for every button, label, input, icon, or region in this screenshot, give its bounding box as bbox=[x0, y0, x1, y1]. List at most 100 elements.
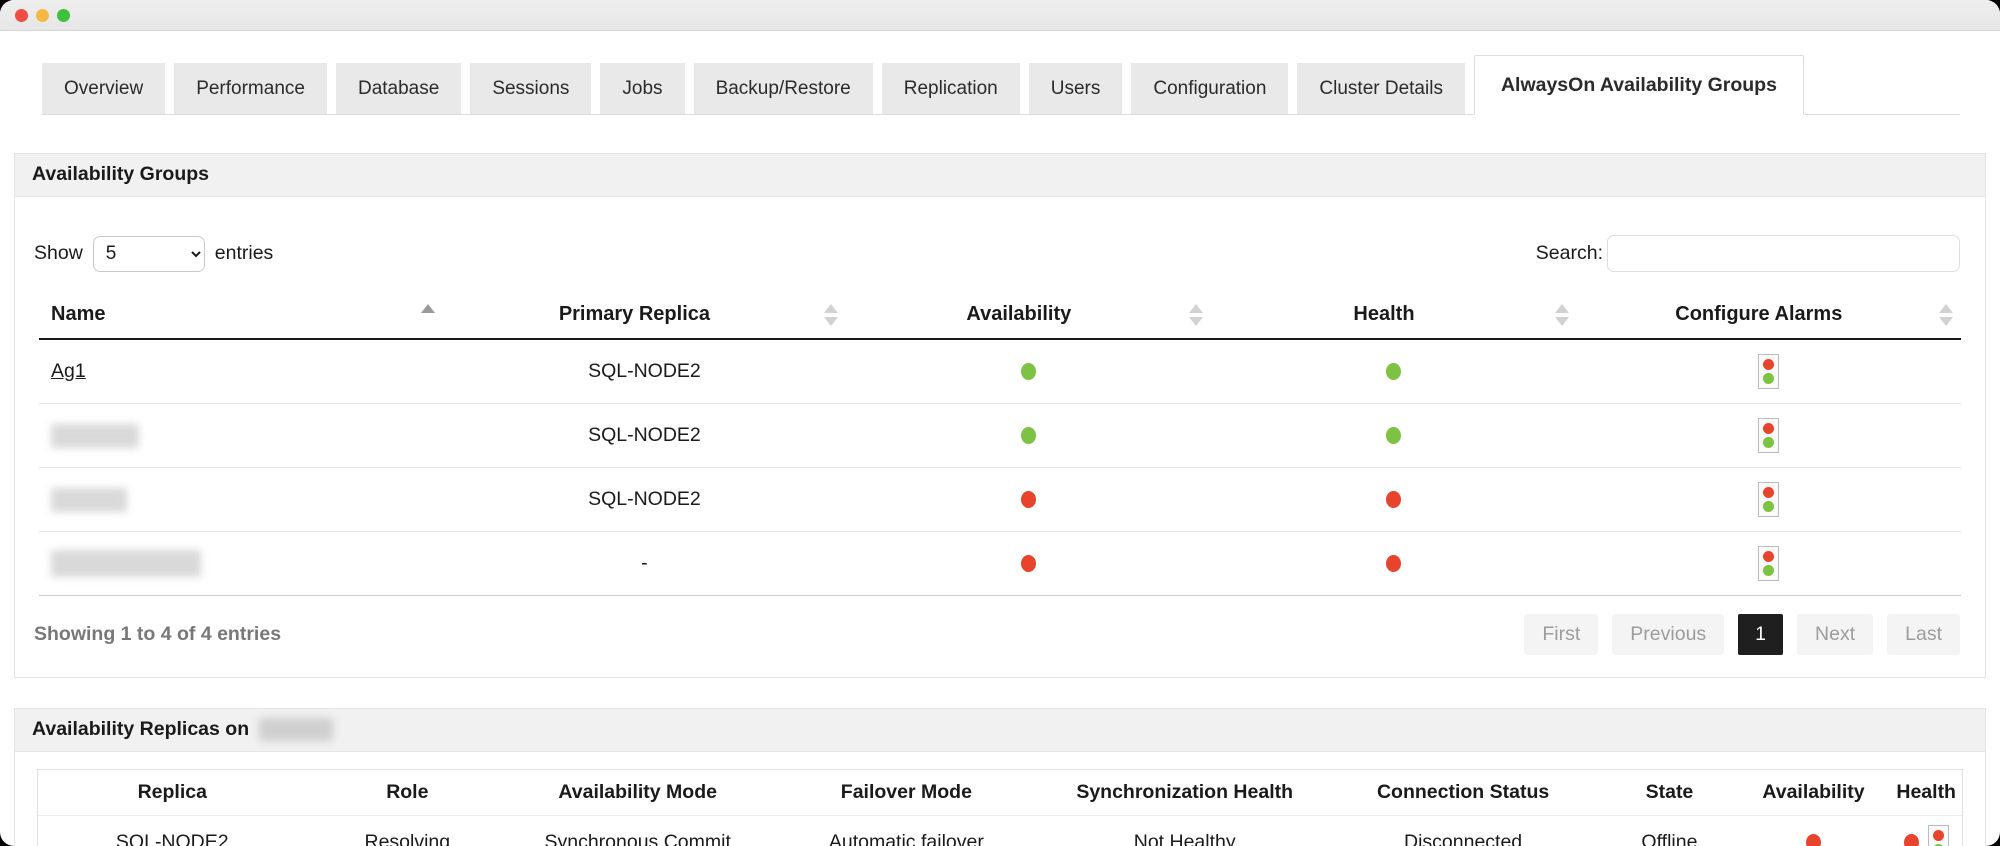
availability-replicas-panel: Availability Replicas on Replica Role Av… bbox=[14, 708, 1986, 846]
availability-status-dot bbox=[1021, 555, 1037, 573]
health-status-dot bbox=[1386, 491, 1402, 509]
pagination-next-button[interactable]: Next bbox=[1797, 614, 1874, 655]
column-header-name[interactable]: Name bbox=[39, 292, 443, 340]
primary-replica-cell: SQL-NODE2 bbox=[588, 360, 701, 382]
table-row: - bbox=[39, 531, 1961, 596]
window-titlebar bbox=[0, 0, 2000, 31]
column-header-failover-mode: Failover Mode bbox=[767, 770, 1046, 816]
column-header-health: Health bbox=[1890, 770, 1962, 816]
connection-status-cell: Disconnected bbox=[1404, 831, 1523, 846]
availability-status-dot bbox=[1021, 491, 1037, 509]
tab-cluster-details[interactable]: Cluster Details bbox=[1297, 63, 1465, 114]
search-label: Search: bbox=[1535, 242, 1603, 264]
column-header-availability: Availability bbox=[1736, 770, 1891, 816]
tab-configuration[interactable]: Configuration bbox=[1131, 63, 1289, 114]
column-header-role: Role bbox=[306, 770, 509, 816]
failover-mode-cell: Automatic failover bbox=[828, 831, 984, 846]
tab-backup-restore[interactable]: Backup/Restore bbox=[693, 63, 873, 114]
tab-overview[interactable]: Overview bbox=[42, 63, 166, 114]
health-status-dot bbox=[1386, 427, 1402, 445]
column-header-connection-status: Connection Status bbox=[1323, 770, 1603, 816]
table-row: Ag1 SQL-NODE2 bbox=[39, 339, 1961, 404]
column-header-state: State bbox=[1602, 770, 1737, 816]
pagination-first-button[interactable]: First bbox=[1524, 614, 1599, 655]
availability-replicas-title: Availability Replicas on bbox=[32, 718, 250, 740]
role-cell: Resolving bbox=[364, 831, 451, 846]
configure-alarms-icon[interactable] bbox=[1758, 418, 1780, 453]
search-input[interactable] bbox=[1607, 235, 1960, 272]
column-header-availability-mode: Availability Mode bbox=[508, 770, 768, 816]
configure-alarms-icon[interactable] bbox=[1758, 546, 1780, 581]
replica-link[interactable]: SQL-NODE2 bbox=[115, 831, 229, 846]
tab-performance[interactable]: Performance bbox=[174, 63, 327, 114]
close-window-icon[interactable] bbox=[15, 8, 28, 22]
health-status-dot bbox=[1386, 555, 1402, 573]
sort-both-icon bbox=[1939, 304, 1953, 326]
table-header-row: Replica Role Availability Mode Failover … bbox=[38, 770, 1962, 816]
entries-summary: Showing 1 to 4 of 4 entries bbox=[34, 623, 282, 645]
tab-users[interactable]: Users bbox=[1028, 63, 1123, 114]
pagination-page-1-button[interactable]: 1 bbox=[1738, 614, 1784, 655]
availability-replicas-panel-header: Availability Replicas on bbox=[15, 709, 1985, 752]
show-label: Show bbox=[34, 242, 83, 264]
health-status-dot bbox=[1386, 363, 1402, 381]
column-header-synchronization-health: Synchronization Health bbox=[1045, 770, 1324, 816]
pagination-last-button[interactable]: Last bbox=[1887, 614, 1960, 655]
table-row: SQL-NODE2 Resolving Synchronous Commit A… bbox=[38, 816, 1962, 846]
availability-groups-panel-header: Availability Groups bbox=[15, 154, 1985, 197]
column-label: Primary Replica bbox=[558, 303, 711, 325]
page-length-control: Show 5 entries bbox=[34, 235, 274, 272]
sort-both-icon bbox=[1554, 304, 1569, 326]
tab-sessions[interactable]: Sessions bbox=[470, 63, 592, 114]
primary-replica-cell: SQL-NODE2 bbox=[442, 467, 847, 532]
zoom-window-icon[interactable] bbox=[57, 8, 70, 22]
column-header-configure-alarms[interactable]: Configure Alarms bbox=[1576, 292, 1961, 340]
availability-group-link[interactable]: Ag1 bbox=[51, 360, 86, 382]
availability-status-dot bbox=[1805, 834, 1821, 846]
health-status-dot bbox=[1903, 834, 1919, 846]
availability-groups-panel: Availability Groups Show 5 entries Searc… bbox=[14, 153, 1986, 678]
table-row: SQL-NODE2 bbox=[39, 403, 1961, 468]
availability-status-dot bbox=[1021, 363, 1037, 381]
page-length-select[interactable]: 5 bbox=[92, 235, 205, 272]
column-header-availability[interactable]: Availability bbox=[846, 292, 1212, 340]
redacted-group-name bbox=[51, 550, 201, 577]
search-control: Search: bbox=[1536, 235, 1960, 272]
table-header-row: Name Primary Replica Availability bbox=[39, 292, 1961, 340]
tab-replication[interactable]: Replication bbox=[881, 63, 1020, 114]
sort-both-icon bbox=[1189, 304, 1204, 326]
tab-database[interactable]: Database bbox=[335, 63, 462, 114]
redacted-replica-target bbox=[259, 718, 334, 741]
entries-label: entries bbox=[214, 242, 274, 264]
configure-alarms-icon[interactable] bbox=[1758, 354, 1780, 389]
sort-asc-icon bbox=[420, 304, 435, 326]
availability-status-dot bbox=[1021, 427, 1037, 445]
availability-groups-table: Name Primary Replica Availability bbox=[39, 292, 1961, 596]
primary-replica-cell: - bbox=[442, 531, 847, 596]
column-header-health[interactable]: Health bbox=[1211, 292, 1577, 340]
synchronization-health-cell: Not Healthy bbox=[1133, 831, 1236, 846]
tab-bar: Overview Performance Database Sessions J… bbox=[42, 55, 1960, 115]
minimize-window-icon[interactable] bbox=[36, 8, 49, 22]
column-label: Configure Alarms bbox=[1675, 303, 1843, 325]
sort-both-icon bbox=[824, 304, 839, 326]
tab-jobs[interactable]: Jobs bbox=[600, 63, 685, 114]
column-header-replica: Replica bbox=[38, 770, 307, 816]
table-footer: Showing 1 to 4 of 4 entries First Previo… bbox=[15, 596, 1985, 677]
availability-replicas-table: Replica Role Availability Mode Failover … bbox=[38, 770, 1962, 846]
primary-replica-cell: SQL-NODE2 bbox=[442, 403, 847, 468]
configure-alarms-icon[interactable] bbox=[1758, 482, 1780, 517]
column-label: Name bbox=[51, 303, 106, 325]
replicas-table-container: Replica Role Availability Mode Failover … bbox=[37, 769, 1963, 846]
tab-alwayson-availability-groups[interactable]: AlwaysOn Availability Groups bbox=[1473, 55, 1804, 115]
column-label: Health bbox=[1353, 303, 1415, 325]
configure-alarms-icon[interactable] bbox=[1927, 825, 1949, 846]
pagination-previous-button[interactable]: Previous bbox=[1612, 614, 1725, 655]
state-cell: Offline bbox=[1641, 831, 1698, 846]
redacted-group-name bbox=[51, 423, 139, 448]
table-controls: Show 5 entries Search: bbox=[15, 197, 1985, 288]
redacted-group-name bbox=[51, 487, 127, 512]
table-row: SQL-NODE2 bbox=[39, 467, 1961, 532]
column-header-primary-replica[interactable]: Primary Replica bbox=[442, 292, 847, 340]
